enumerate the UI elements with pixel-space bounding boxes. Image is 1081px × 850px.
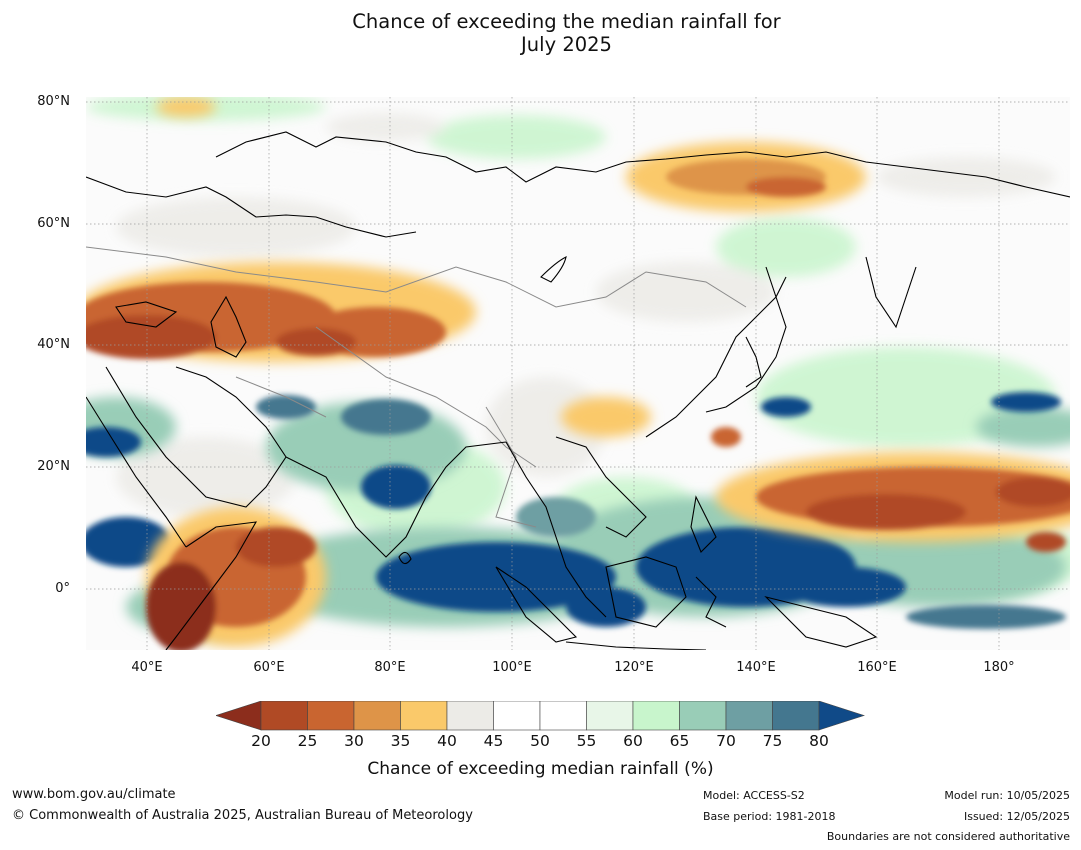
map-canvas bbox=[86, 97, 1070, 650]
probability-fields-very-wet bbox=[86, 392, 1066, 629]
colorbar-segment bbox=[446, 701, 494, 731]
graticule bbox=[86, 97, 1070, 650]
colorbar-extend-high bbox=[818, 701, 865, 731]
lon-label-160e: 160°E bbox=[857, 660, 897, 675]
colorbar bbox=[216, 701, 865, 731]
coastlines bbox=[86, 131, 1070, 650]
lon-label-140e: 140°E bbox=[736, 660, 776, 675]
colorbar-segment bbox=[353, 701, 401, 731]
footer-copyright: © Commonwealth of Australia 2025, Austra… bbox=[12, 808, 473, 823]
footer-model-run: Model run: 10/05/2025 bbox=[944, 789, 1070, 802]
colorbar-tick-label: 40 bbox=[437, 732, 457, 750]
lat-label-0: 0° bbox=[55, 581, 70, 596]
probability-fields-very-dry bbox=[86, 159, 1070, 650]
colorbar-tick-label: 20 bbox=[251, 732, 271, 750]
title-line-1: Chance of exceeding the median rainfall … bbox=[352, 10, 781, 33]
footer-issued: Issued: 12/05/2025 bbox=[963, 810, 1070, 823]
colorbar-tick-label: 55 bbox=[576, 732, 597, 750]
map-title: Chance of exceeding the median rainfall … bbox=[0, 10, 1081, 56]
colorbar-tick-label: 75 bbox=[762, 732, 783, 750]
lat-label-20n: 20°N bbox=[37, 459, 70, 474]
colorbar-segment bbox=[632, 701, 680, 731]
colorbar-segment bbox=[260, 701, 308, 731]
lon-label-120e: 120°E bbox=[614, 660, 654, 675]
footer-model: Model: ACCESS-S2 bbox=[703, 789, 805, 802]
footer-base-period: Base period: 1981-2018 bbox=[703, 810, 836, 823]
colorbar-tick-label: 60 bbox=[623, 732, 643, 750]
lat-label-40n: 40°N bbox=[37, 337, 70, 352]
footer-boundaries-note: Boundaries are not considered authoritat… bbox=[826, 830, 1070, 843]
colorbar-tick-label: 30 bbox=[344, 732, 364, 750]
footer-website: www.bom.gov.au/climate bbox=[12, 787, 176, 802]
colorbar-segment bbox=[586, 701, 634, 731]
lon-label-60e: 60°E bbox=[253, 660, 285, 675]
colorbar-tick-label: 25 bbox=[297, 732, 318, 750]
colorbar-segment bbox=[772, 701, 820, 731]
colorbar-segment bbox=[493, 701, 541, 731]
colorbar-tick-label: 80 bbox=[809, 732, 829, 750]
lat-label-80n: 80°N bbox=[37, 94, 70, 109]
colorbar-tick-label: 50 bbox=[530, 732, 550, 750]
colorbar-title: Chance of exceeding median rainfall (%) bbox=[367, 759, 714, 779]
colorbar-tick-label: 35 bbox=[390, 732, 411, 750]
rainfall-map bbox=[86, 97, 1070, 650]
colorbar-segment bbox=[725, 701, 773, 731]
lon-label-100e: 100°E bbox=[492, 660, 532, 675]
colorbar-segment bbox=[539, 701, 587, 731]
lon-label-40e: 40°E bbox=[131, 660, 163, 675]
lon-label-180: 180° bbox=[983, 660, 1015, 675]
colorbar-tick-label: 45 bbox=[483, 732, 504, 750]
colorbar-segment bbox=[307, 701, 355, 731]
colorbar-tick-label: 65 bbox=[669, 732, 690, 750]
colorbar-segment bbox=[679, 701, 727, 731]
colorbar-extend-low bbox=[216, 701, 262, 731]
colorbar-tick-label: 70 bbox=[716, 732, 736, 750]
colorbar-segment bbox=[400, 701, 448, 731]
lon-label-80e: 80°E bbox=[374, 660, 406, 675]
title-line-2: July 2025 bbox=[521, 33, 612, 56]
lat-label-60n: 60°N bbox=[37, 216, 70, 231]
